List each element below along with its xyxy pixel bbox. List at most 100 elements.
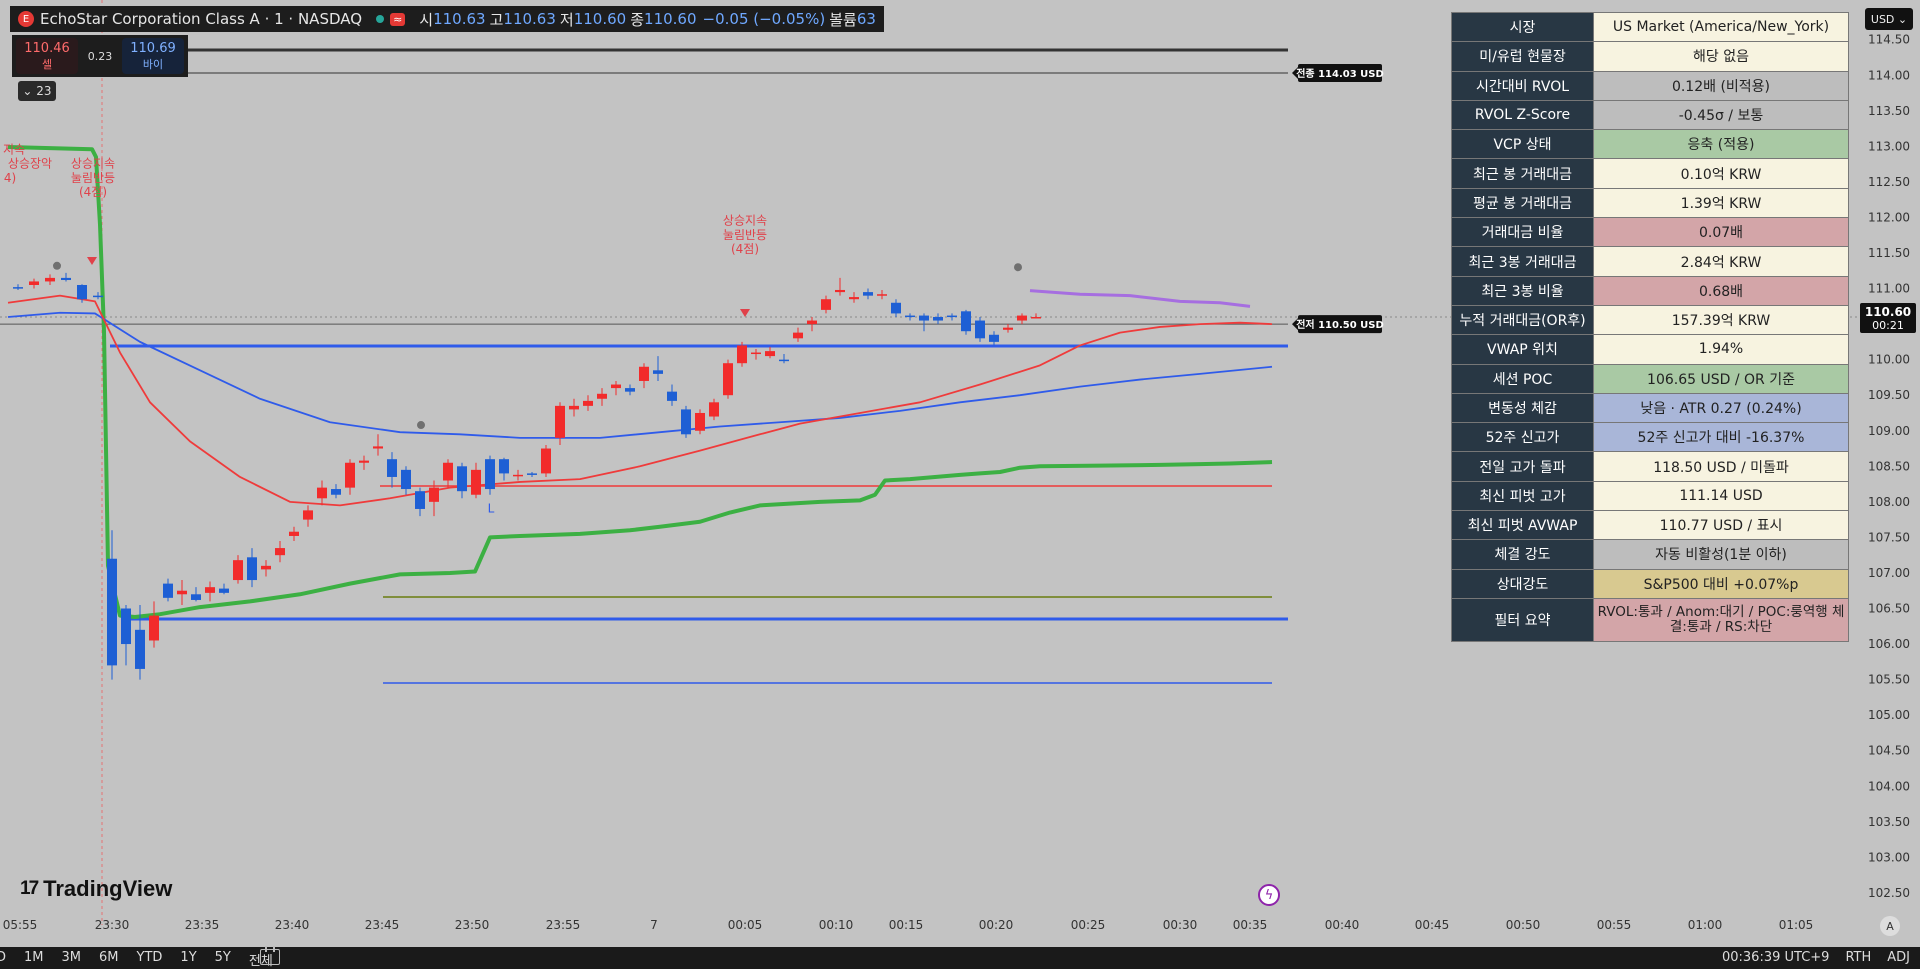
y-tick-label: 108.00 [1868, 495, 1910, 509]
range-button[interactable]: 3M [61, 950, 82, 965]
stats-label: VCP 상태 [1451, 129, 1594, 160]
candle-body [695, 412, 705, 431]
symbol-title[interactable]: EchoStar Corporation Class A · 1 · NASDA… [40, 10, 363, 28]
y-tick-label: 111.50 [1868, 246, 1910, 260]
stats-row: RVOL Z-Score -0.45σ / 보통 [1451, 99, 1849, 131]
tradingview-mark-icon: 17 [20, 878, 39, 899]
market-status-icon [376, 15, 385, 23]
signal-label: L [488, 502, 495, 516]
stats-label: 시장 [1451, 11, 1594, 43]
candle-body [723, 363, 733, 396]
prev-low-tag-bg [1298, 315, 1382, 334]
range-button[interactable]: 1Y [180, 950, 197, 965]
stats-value: 2.84억 KRW [1593, 246, 1849, 277]
candle-body [821, 299, 831, 310]
candle-body [863, 292, 873, 296]
trade-panel: 110.46 셀 0.23 110.69 바이 [12, 35, 188, 77]
candle-body [45, 277, 55, 282]
candle-body [13, 287, 23, 289]
stats-value: 110.77 USD / 표시 [1593, 510, 1849, 541]
stats-row: 미/유럽 현물장 해당 없음 [1451, 41, 1849, 72]
x-tick-label: 05:55 [3, 918, 38, 932]
calendar-icon[interactable] [260, 946, 280, 965]
stats-value: 52주 신고가 대비 -16.37% [1593, 422, 1849, 453]
candle-body [177, 590, 187, 595]
stats-row: 필터 요약 RVOL:통과 / Anom:대기 / POC:룽역행 체결:통과 /… [1451, 597, 1849, 642]
sell-button[interactable]: 110.46 셀 [16, 38, 78, 74]
clock: 00:36:39 UTC+9 [1721, 950, 1830, 965]
y-tick-label: 110.00 [1868, 353, 1910, 367]
stats-value: 118.50 USD / 미돌파 [1593, 451, 1849, 482]
current-price-tag: 110.60 [1865, 305, 1911, 319]
stats-value: -0.45σ / 보통 [1593, 99, 1849, 131]
adj-button[interactable]: ADJ [1887, 950, 1910, 965]
stats-label: 시간대비 RVOL [1451, 70, 1594, 101]
chevron-down-icon: ⌄ [22, 84, 37, 98]
session-button[interactable]: RTH [1845, 950, 1872, 965]
buy-price: 110.69 [130, 40, 176, 56]
stats-row: 거래대금 비율 0.07배 [1451, 217, 1849, 248]
candle-body [205, 587, 215, 593]
candle-body [807, 320, 817, 325]
volume-value: 63 [856, 10, 876, 28]
stats-row: 변동성 체감 낮음 · ATR 0.27 (0.24%) [1451, 392, 1849, 424]
auto-scale-icon[interactable]: A [1880, 916, 1900, 936]
range-button[interactable]: 6M [99, 950, 119, 965]
x-tick-label: 23:35 [185, 918, 220, 932]
candle-body [947, 315, 957, 318]
stats-row: 체결 강도 자동 비활성(1분 이하) [1451, 539, 1849, 570]
candle-body [597, 393, 607, 399]
range-button[interactable]: D [0, 950, 7, 965]
pivot-dot [417, 421, 425, 430]
stats-value: 157.39억 KRW [1593, 304, 1849, 336]
candle-body [639, 366, 649, 381]
stats-label: 최근 봉 거래대금 [1451, 158, 1594, 189]
stats-row: 최신 피벗 고가 111.14 USD [1451, 480, 1849, 512]
bottom-toolbar: D 1M 3M 6M YTD 1Y 5Y 전체 00:36:39 UTC+9 RTH ADJ [0, 946, 1920, 969]
prev-close-tag: 전종 114.03 USD [1296, 67, 1384, 80]
candle-body [457, 466, 467, 492]
x-tick-label: 7 [650, 918, 658, 932]
x-tick-label: 23:55 [546, 918, 581, 932]
buy-button[interactable]: 110.69 바이 [122, 38, 184, 74]
tradingview-logo[interactable]: 17 TradingView [20, 876, 172, 902]
candle-body [625, 388, 635, 392]
x-tick-label: 00:10 [819, 918, 854, 932]
candle-body [849, 297, 859, 300]
range-button[interactable]: 1M [24, 950, 44, 965]
y-tick-label: 112.50 [1868, 175, 1910, 189]
stats-row: 세션 POC 106.65 USD / OR 기준 [1451, 363, 1849, 394]
close-label: 종 [630, 10, 645, 29]
stats-label: 세션 POC [1451, 363, 1594, 394]
signal-label: (4점) [79, 185, 107, 199]
symbol-header[interactable]: E EchoStar Corporation Class A · 1 · NAS… [10, 6, 884, 32]
candle-body [667, 391, 677, 401]
signal-arrow-icon [740, 309, 750, 317]
candle-body [513, 474, 523, 477]
wave-icon: ≈ [390, 12, 406, 26]
signal-label: 상승장악 [8, 157, 52, 171]
y-tick-label: 113.00 [1868, 139, 1910, 153]
candle-body [93, 295, 103, 298]
y-tick-label: 106.50 [1868, 602, 1910, 616]
range-button[interactable]: 5Y [214, 950, 231, 965]
candle-body [961, 311, 971, 332]
stats-row: 시장 US Market (America/New_York) [1451, 11, 1849, 43]
range-button[interactable]: YTD [136, 950, 163, 965]
candle-body [751, 352, 761, 355]
pivot-dot [53, 261, 61, 270]
candle-body [527, 473, 537, 475]
high-label: 고 [489, 10, 504, 29]
y-tick-label: 108.50 [1868, 459, 1910, 473]
candle-body [905, 315, 915, 318]
currency-select[interactable]: USD ⌄ [1865, 8, 1913, 30]
signal-label: 지속 [3, 142, 25, 156]
x-tick-label: 00:35 [1233, 918, 1268, 932]
x-tick-label: 00:45 [1415, 918, 1450, 932]
candle-body [443, 462, 453, 481]
indicators-toggle-button[interactable]: ⌄ 23 [18, 81, 56, 101]
candle-body [289, 531, 299, 536]
stats-row: VCP 상태 응축 (적용) [1451, 129, 1849, 160]
lightning-icon[interactable]: ϟ [1258, 884, 1280, 906]
